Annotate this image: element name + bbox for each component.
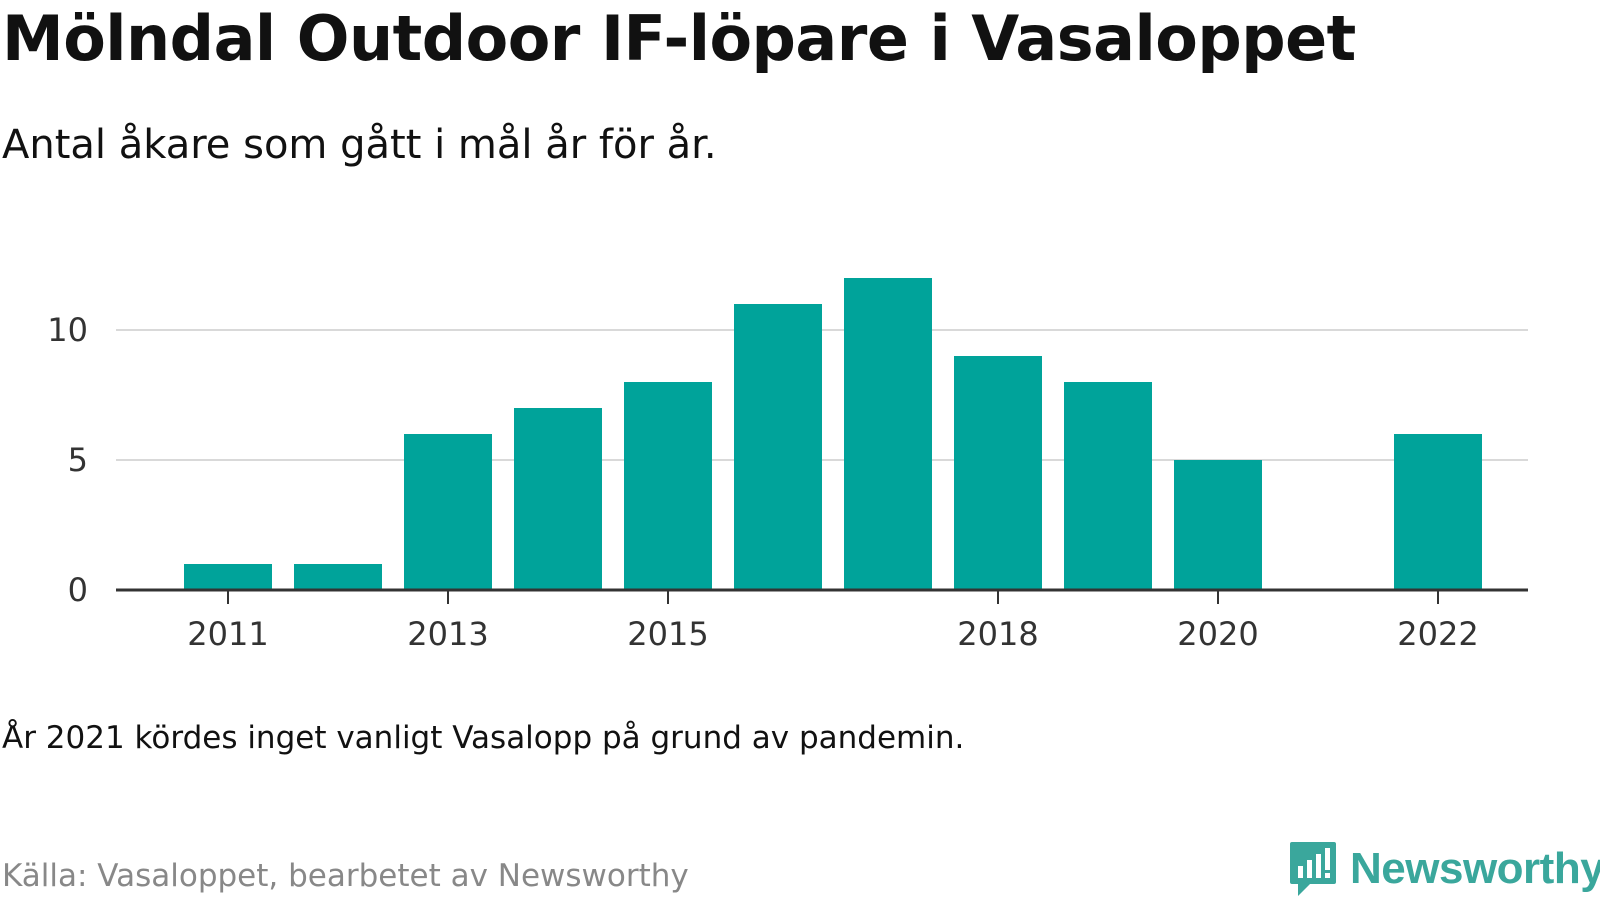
bar-2022: [1394, 434, 1482, 590]
bar-2019: [1064, 382, 1152, 590]
bar-2017: [844, 278, 932, 590]
bar-2020: [1174, 460, 1262, 590]
bars: [184, 278, 1482, 590]
x-tick-label: 2020: [1177, 615, 1258, 653]
x-tick-label: 2015: [627, 615, 708, 653]
bar-2012: [294, 564, 382, 590]
bar-2015: [624, 382, 712, 590]
bar-2018: [954, 356, 1042, 590]
y-tick-label: 10: [47, 311, 88, 349]
x-axis: 2011 2013 2015 2018 2020 2022: [116, 588, 1528, 653]
bar-2016: [734, 304, 822, 590]
source-credit: Källa: Vasaloppet, bearbetet av Newswort…: [2, 858, 689, 894]
newsworthy-logo-icon: [1290, 842, 1336, 896]
newsworthy-logo: Newsworthy: [1288, 840, 1600, 898]
y-axis-ticks: 0 5 10: [47, 311, 88, 609]
y-tick-label: 0: [68, 571, 88, 609]
logo-text: Newsworthy: [1350, 844, 1600, 893]
x-tick-label: 2011: [187, 615, 268, 653]
x-tick-label: 2022: [1397, 615, 1478, 653]
y-tick-label: 5: [68, 441, 88, 479]
x-tick-label: 2013: [407, 615, 488, 653]
bar-2011: [184, 564, 272, 590]
bar-2013: [404, 434, 492, 590]
chart-subtitle: Antal åkare som gått i mål år för år.: [2, 122, 717, 168]
chart-title: Mölndal Outdoor IF-löpare i Vasaloppet: [2, 2, 1356, 75]
x-tick-label: 2018: [957, 615, 1038, 653]
bar-2014: [514, 408, 602, 590]
chart-note: År 2021 kördes inget vanligt Vasalopp på…: [2, 720, 965, 756]
bar-chart: 0 5 10 2011 2013 2015 2018 2020 2022: [47, 278, 1528, 653]
